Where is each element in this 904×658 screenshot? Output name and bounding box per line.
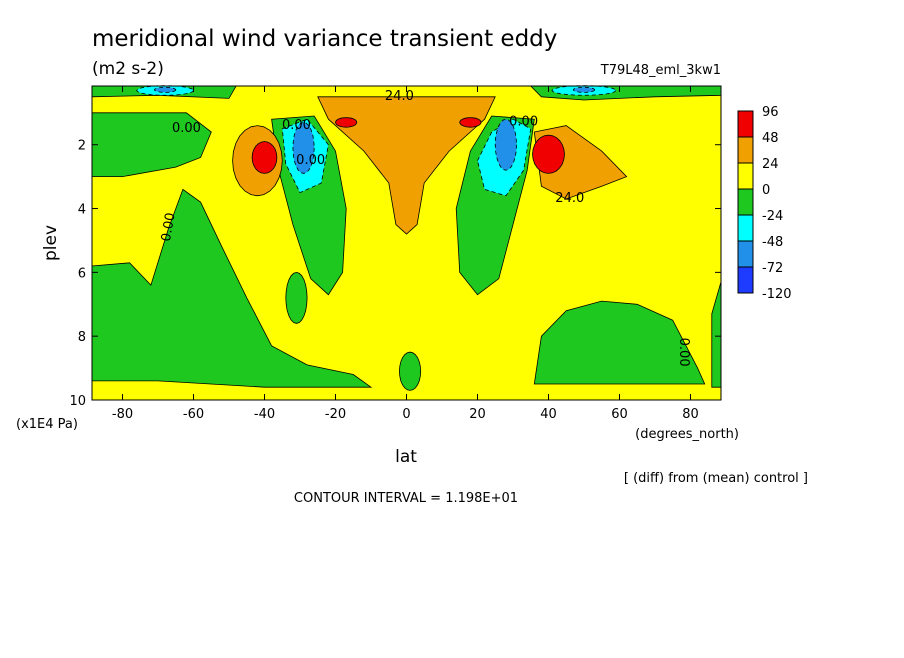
colorbar-label: -48 [762, 235, 783, 250]
x-tick-label: 60 [611, 407, 628, 422]
contour-region [459, 117, 482, 128]
contour-region [91, 112, 212, 177]
colorbar-label: 96 [762, 105, 779, 120]
colorbar-box [737, 136, 754, 164]
colorbar-label: -24 [762, 209, 783, 224]
field: 24.0 0.00 0.00 0.00 0.00 0.00 24.0 0.00 [91, 85, 722, 400]
contour-region [292, 121, 315, 174]
x-tick-label: 20 [469, 407, 486, 422]
contour-region [398, 351, 422, 391]
contour-interval: CONTOUR INTERVAL = 1.198E+01 [294, 491, 518, 506]
y-tick-label: 8 [78, 330, 86, 345]
x-tick-label: 80 [682, 407, 699, 422]
contour-label: 24.0 [555, 191, 584, 206]
x-unit: (degrees_north) [635, 427, 739, 442]
contour-label: 0.00 [172, 121, 201, 136]
contour-region [91, 188, 373, 388]
contour-region [317, 96, 496, 235]
contour-region [532, 134, 565, 174]
contour-region [251, 141, 278, 174]
colorbar-box [737, 162, 754, 190]
colorbar-box [737, 214, 754, 242]
y-unit: (x1E4 Pa) [16, 417, 78, 432]
note: [ (diff) from (mean) control ] [624, 471, 808, 486]
colorbar-label: 0 [762, 183, 770, 198]
experiment: T79L48_eml_3kw1 [600, 63, 721, 78]
colorbar-label: 24 [762, 157, 779, 172]
colorbar-box [737, 240, 754, 268]
y-tick-label: 4 [78, 203, 86, 218]
contour-region [154, 86, 177, 93]
contour-label: 0.00 [159, 212, 179, 243]
x-tick-label: -40 [254, 407, 275, 422]
contour-region [285, 271, 308, 324]
colorbar-box [737, 110, 754, 138]
colorbar-box [737, 266, 754, 294]
contour-region [572, 86, 596, 93]
x-tick-label: -80 [112, 407, 133, 422]
x-axis-label: lat [395, 447, 417, 467]
x-tick-label: 40 [540, 407, 557, 422]
x-tick-label: -60 [183, 407, 204, 422]
y-tick-label: 6 [78, 266, 86, 281]
x-tick-label: -20 [325, 407, 346, 422]
contour-label: 0.00 [676, 338, 691, 367]
contour-label: 0.00 [282, 118, 311, 133]
contour-region [335, 117, 358, 128]
contour-region [533, 300, 706, 385]
units: (m2 s-2) [92, 59, 164, 79]
chart-title: meridional wind variance transient eddy [92, 26, 557, 52]
contour-region [494, 118, 517, 171]
colorbar-box [737, 188, 754, 216]
y-tick-label: 2 [78, 139, 86, 154]
contour-label: 0.00 [296, 153, 325, 168]
colorbar-label: -72 [762, 261, 783, 276]
contour-label: 24.0 [385, 89, 414, 104]
contour-label: 0.00 [509, 115, 538, 130]
colorbar-label: -120 [762, 287, 792, 302]
x-tick-label: 0 [402, 407, 410, 422]
y-axis-label: plev [41, 225, 61, 261]
y-tick-label: 10 [69, 394, 86, 409]
colorbar-label: 48 [762, 131, 779, 146]
